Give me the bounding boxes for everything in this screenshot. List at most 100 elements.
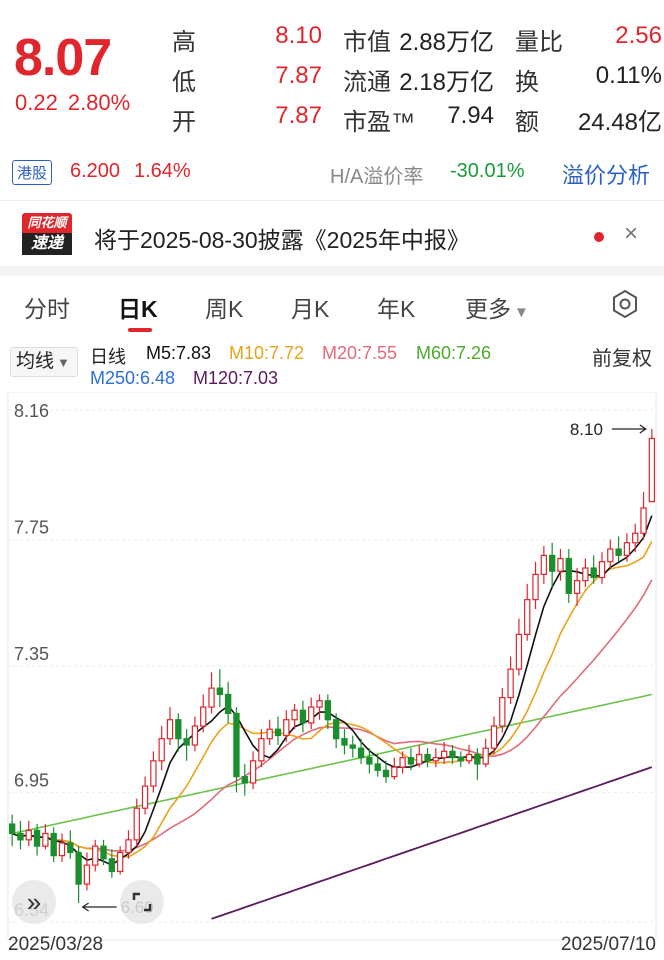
candle-up xyxy=(150,751,157,793)
candle-body xyxy=(158,738,165,762)
candle-body xyxy=(258,738,265,762)
candle-body xyxy=(25,829,32,841)
candle-down xyxy=(565,549,572,603)
candle-down xyxy=(332,713,340,749)
candle-up xyxy=(482,738,489,768)
ma60-value: M60:7.26 xyxy=(416,343,492,363)
fullscreen-icon[interactable] xyxy=(120,880,164,924)
price-adjust-toggle[interactable]: 前复权 xyxy=(592,348,652,370)
candle-body xyxy=(607,548,614,563)
candle-body xyxy=(332,719,340,740)
candle-up xyxy=(58,833,66,862)
y-tick-label: 7.35 xyxy=(14,644,49,664)
candle-up xyxy=(116,846,124,875)
candle-body xyxy=(308,706,315,724)
candle-up xyxy=(499,688,506,733)
settings-hexagon-icon[interactable] xyxy=(610,289,640,319)
candle-up xyxy=(191,716,199,752)
hk-row[interactable]: 港股 6.200 1.64% H/A溢价率 -30.01% 溢价分析 xyxy=(0,150,664,194)
candle-body xyxy=(565,557,572,594)
ma20-line xyxy=(11,579,653,852)
tab-daily-k[interactable]: 日K xyxy=(118,296,158,322)
chevron-down-icon: ▼ xyxy=(57,355,70,370)
candle-body xyxy=(42,832,49,847)
stat-label-high: 高 xyxy=(172,29,196,56)
candle-down xyxy=(349,735,356,758)
candle-down xyxy=(17,820,24,850)
candle-down xyxy=(341,729,348,755)
indicator-select[interactable]: 均线 ▼ xyxy=(10,347,78,377)
candle-body xyxy=(116,851,124,873)
candle-down xyxy=(8,814,16,847)
stat-value-turnover: 0.11% xyxy=(595,62,662,89)
candle-body xyxy=(108,858,116,873)
candle-body xyxy=(58,842,66,857)
candle-body xyxy=(573,580,581,594)
last-price: 8.07 xyxy=(14,29,112,87)
change-percent: 2.80% xyxy=(67,90,131,115)
candle-body xyxy=(17,832,24,841)
candle-down xyxy=(67,830,74,859)
stat-label-pe: 市盈™ xyxy=(343,109,415,136)
candle-up xyxy=(440,741,448,764)
candle-body xyxy=(8,823,16,835)
candle-down xyxy=(324,694,332,730)
candle-down xyxy=(449,745,456,764)
candle-body xyxy=(75,851,82,885)
candle-up xyxy=(249,751,257,790)
tab-yearly-k[interactable]: 年K xyxy=(377,296,416,322)
candle-up xyxy=(399,751,406,774)
news-logo: 同花顺 速递 xyxy=(22,213,72,255)
kline-chart[interactable]: 8.167.757.356.956.548.106.602025/03/2820… xyxy=(0,392,664,960)
expand-arrows-icon[interactable]: » xyxy=(12,880,56,924)
candle-down xyxy=(274,716,282,746)
candle-down xyxy=(357,738,365,764)
news-banner[interactable]: 同花顺 速递 将于2025-08-30披露《2025年中报》 × xyxy=(0,200,664,266)
stat-label-low: 低 xyxy=(172,69,196,96)
candle-body xyxy=(374,763,381,771)
candle-body xyxy=(632,532,639,544)
ma10-value: M10:7.72 xyxy=(229,343,305,363)
candle-body xyxy=(590,567,597,579)
close-icon[interactable]: × xyxy=(624,220,639,247)
stat-label-volratio: 量比 xyxy=(515,29,563,56)
ma120-line xyxy=(211,766,653,920)
period-label: 日线 xyxy=(90,347,126,367)
candle-down xyxy=(382,760,390,783)
candle-down xyxy=(216,669,224,708)
candle-body xyxy=(183,738,190,746)
hk-percent: 1.64% xyxy=(134,160,191,182)
candle-body xyxy=(357,747,365,759)
candle-down xyxy=(424,748,431,768)
tab-more[interactable]: 更多 ▼ xyxy=(465,290,529,324)
candle-up xyxy=(266,719,273,746)
candle-down xyxy=(241,763,248,796)
candle-up xyxy=(465,745,473,764)
candle-up xyxy=(582,558,589,587)
candle-up xyxy=(283,710,290,742)
tab-weekly-k[interactable]: 周K xyxy=(205,296,244,322)
candle-body xyxy=(499,697,506,727)
tab-monthly-k[interactable]: 月K xyxy=(291,296,330,322)
candle-body xyxy=(266,728,273,740)
candle-body xyxy=(216,687,224,696)
candle-body xyxy=(548,554,556,572)
stat-value-volratio: 2.56 xyxy=(615,22,662,49)
stat-value-pe: 7.94 xyxy=(447,102,494,129)
candle-down xyxy=(33,824,41,856)
candle-up xyxy=(158,726,165,771)
low-arrow-icon xyxy=(81,902,117,912)
candle-up xyxy=(557,549,564,581)
news-text[interactable]: 将于2025-08-30披露《2025年中报》 xyxy=(94,227,470,253)
premium-analysis-button[interactable]: 溢价分析 xyxy=(562,163,651,188)
candle-body xyxy=(150,760,157,787)
candle-down xyxy=(366,748,373,774)
candle-down xyxy=(183,729,190,761)
candle-up xyxy=(42,824,49,850)
candle-body xyxy=(299,709,307,724)
tab-intraday[interactable]: 分时 xyxy=(24,296,70,322)
candle-body xyxy=(67,842,74,854)
candle-up xyxy=(208,672,215,714)
stat-value-low: 7.87 xyxy=(275,62,322,89)
candle-up xyxy=(507,656,514,704)
